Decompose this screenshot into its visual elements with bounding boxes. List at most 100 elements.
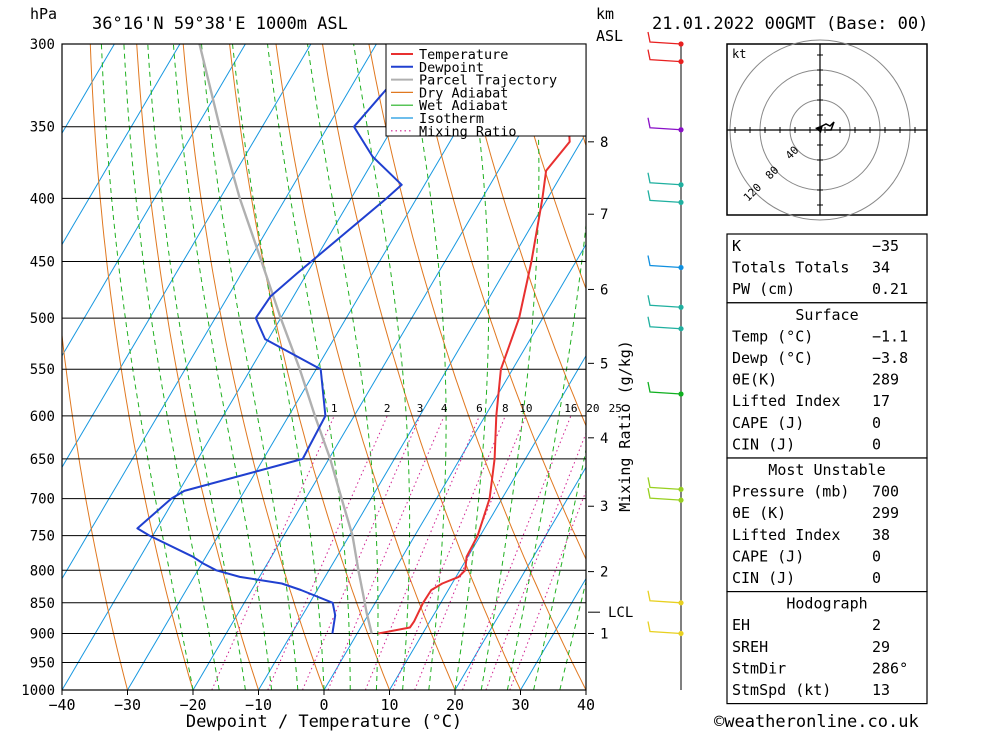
legend-label: Parcel Trajectory xyxy=(419,73,557,89)
wind-barb xyxy=(647,117,682,131)
mixing-ratio-label: 10 xyxy=(519,402,532,415)
most_unstable-row-value: 0 xyxy=(872,547,881,565)
pressure-tick-label: 900 xyxy=(30,627,55,643)
indices-row-value: 0.21 xyxy=(872,280,908,298)
indices-row-label: K xyxy=(732,237,741,255)
pressure-tick-label: 300 xyxy=(30,37,55,53)
height-tick-label: 3 xyxy=(600,499,608,515)
wind-barb xyxy=(647,621,682,635)
dry-adiabat-line xyxy=(322,44,521,690)
wind-barb xyxy=(647,49,682,63)
mixing-ratio-label: 3 xyxy=(417,402,424,415)
hodo_table-row-value: 13 xyxy=(872,681,890,699)
datetime-label: 21.01.2022 00GMT (Base: 00) xyxy=(652,14,928,34)
legend-label: Temperature xyxy=(419,47,508,63)
x-tick-label: 40 xyxy=(577,696,595,714)
mixing-ratio-line xyxy=(211,415,335,690)
x-tick-label: 10 xyxy=(380,696,398,714)
wind-barb xyxy=(647,295,682,308)
pressure-tick-label: 700 xyxy=(30,492,55,508)
dewpoint-line xyxy=(136,44,427,634)
hodo_table-row-value: 2 xyxy=(872,616,881,634)
km-label: km xyxy=(596,5,614,23)
pressure-tick-label: 400 xyxy=(30,191,55,207)
height-tick-label: 6 xyxy=(600,282,608,298)
surface-row-value: 0 xyxy=(872,414,881,432)
lcl-label: LCL xyxy=(608,605,633,621)
surface-row-label: Lifted Index xyxy=(732,392,840,410)
x-tick-label: −40 xyxy=(48,696,75,714)
hodo_table-row-value: 29 xyxy=(872,638,890,656)
isotherm-line xyxy=(389,354,586,690)
hodo_table-row-label: StmSpd (kt) xyxy=(732,681,831,699)
most_unstable-row-label: θE (K) xyxy=(732,504,786,522)
isotherm-line xyxy=(454,466,586,690)
location-title: 36°16'N 59°38'E 1000m ASL xyxy=(92,14,348,34)
wet-adiabat-line xyxy=(454,44,490,690)
wind-barb xyxy=(647,255,682,269)
pressure-tick-label: 750 xyxy=(30,529,55,545)
most_unstable-title: Most Unstable xyxy=(768,461,885,479)
legend-label: Isotherm xyxy=(419,111,484,127)
wind-level-dot xyxy=(678,58,684,65)
wind-barb xyxy=(647,172,682,186)
x-tick-label: 20 xyxy=(446,696,464,714)
wet-adiabat-line xyxy=(232,44,325,690)
surface-row-value: −1.1 xyxy=(872,327,908,345)
wet-adiabat-line xyxy=(267,44,351,690)
hodo_table-row-value: 286° xyxy=(872,659,908,677)
wind-barb xyxy=(647,477,682,490)
most_unstable-row-value: 299 xyxy=(872,504,899,522)
pressure-tick-label: 500 xyxy=(30,311,55,327)
mixing-ratio-label: 8 xyxy=(502,402,509,415)
hpa-label: hPa xyxy=(30,5,57,23)
hodo_table-row-label: SREH xyxy=(732,638,768,656)
dry-adiabat-line xyxy=(62,330,128,690)
legend-label: Dry Adiabat xyxy=(419,85,508,101)
stats-tables: K −35 Totals Totals 34 PW (cm) 0.21 Surface Tem… xyxy=(726,233,928,705)
surface-row-value: −3.8 xyxy=(872,349,908,367)
legend-label: Wet Adiabat xyxy=(419,98,508,114)
surface-title: Surface xyxy=(795,306,858,324)
surface-row-label: CAPE (J) xyxy=(732,414,804,432)
height-tick-label: 1 xyxy=(600,627,608,643)
wet-adiabat-line xyxy=(201,44,299,690)
surface-row-value: 289 xyxy=(872,371,899,389)
mixing-ratio-label: 16 xyxy=(564,402,577,415)
pressure-tick-label: 600 xyxy=(30,409,55,425)
pressure-tick-label: 800 xyxy=(30,563,55,579)
hodograph: kt 40 80 120 xyxy=(726,39,928,221)
most_unstable-row-value: 700 xyxy=(872,483,899,501)
pressure-tick-label: 950 xyxy=(30,656,55,672)
mixing-ratio-label: 25 xyxy=(609,402,622,415)
height-tick-label: 7 xyxy=(600,207,608,223)
x-axis-label: Dewpoint / Temperature (°C) xyxy=(186,712,462,732)
most_unstable-row-label: Pressure (mb) xyxy=(732,483,849,501)
dry-adiabat-line xyxy=(973,44,1000,690)
dry-adiabat-line xyxy=(461,44,586,428)
x-tick-label: −30 xyxy=(114,696,141,714)
copyright: ©weatheronline.co.uk xyxy=(714,712,919,732)
mixing-ratio-label: 20 xyxy=(586,402,599,415)
surface-row-value: 17 xyxy=(872,392,890,410)
wind-barb xyxy=(647,190,682,204)
pressure-tick-label: 850 xyxy=(30,596,55,612)
indices-row-label: Totals Totals xyxy=(732,259,849,277)
hodograph-unit: kt xyxy=(732,47,746,61)
dry-adiabat-line xyxy=(926,44,1000,690)
isotherm-line xyxy=(520,577,586,690)
x-tick-label: −10 xyxy=(245,696,272,714)
hodo_table-title: Hodograph xyxy=(786,595,867,613)
isotherm-line xyxy=(62,44,443,690)
mixing-ratio-line xyxy=(414,415,527,690)
wet-adiabat-line xyxy=(480,44,540,690)
indices-row-value: 34 xyxy=(872,259,890,277)
wind-barb xyxy=(647,316,682,330)
surface-row-label: Dewp (°C) xyxy=(732,349,813,367)
hodo_table-row-label: EH xyxy=(732,616,750,634)
pressure-tick-label: 550 xyxy=(30,362,55,378)
pressure-tick-label: 450 xyxy=(30,255,55,271)
hodo_table-row-label: StmDir xyxy=(732,659,786,677)
temperature-line xyxy=(378,62,586,635)
